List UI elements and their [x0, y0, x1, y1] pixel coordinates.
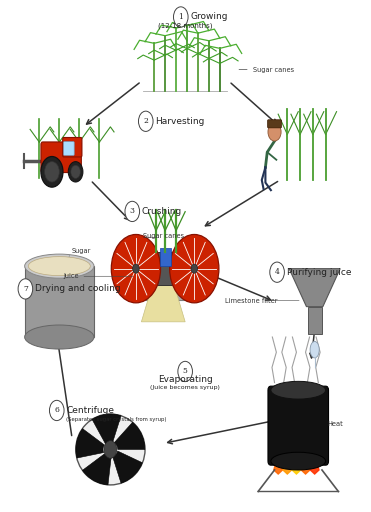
- Circle shape: [178, 361, 193, 381]
- Polygon shape: [301, 452, 310, 474]
- Circle shape: [133, 264, 139, 273]
- Ellipse shape: [271, 452, 326, 470]
- Polygon shape: [289, 269, 340, 307]
- Text: (Juice becomes syrup): (Juice becomes syrup): [150, 385, 220, 390]
- Text: Limestone filter: Limestone filter: [225, 297, 278, 304]
- Text: Harvesting: Harvesting: [155, 117, 205, 126]
- Circle shape: [104, 441, 117, 458]
- FancyBboxPatch shape: [131, 284, 199, 301]
- Text: Heat: Heat: [328, 421, 343, 427]
- Circle shape: [18, 279, 33, 299]
- Text: 1: 1: [178, 13, 183, 21]
- Polygon shape: [92, 414, 121, 444]
- Text: 5: 5: [183, 368, 188, 375]
- Text: (Separates sugar crystals from syrup): (Separates sugar crystals from syrup): [66, 417, 167, 421]
- Circle shape: [49, 400, 64, 420]
- FancyBboxPatch shape: [267, 120, 282, 128]
- Circle shape: [41, 157, 63, 187]
- Polygon shape: [274, 454, 283, 474]
- Polygon shape: [113, 451, 142, 483]
- Circle shape: [138, 111, 153, 132]
- Text: (12-18 months): (12-18 months): [158, 23, 213, 29]
- Text: Evaporating: Evaporating: [158, 375, 213, 384]
- Circle shape: [170, 234, 219, 303]
- Text: Sugar: Sugar: [72, 248, 92, 254]
- Circle shape: [45, 162, 59, 182]
- Text: 6: 6: [54, 407, 59, 415]
- Circle shape: [174, 7, 188, 27]
- Text: 7: 7: [23, 285, 28, 293]
- Polygon shape: [310, 456, 319, 474]
- Text: Sugar canes: Sugar canes: [143, 233, 184, 239]
- Circle shape: [68, 162, 83, 182]
- Text: Sugar canes: Sugar canes: [239, 67, 294, 73]
- Text: Drying and cooling: Drying and cooling: [35, 285, 121, 293]
- Circle shape: [71, 165, 80, 178]
- Circle shape: [111, 234, 161, 303]
- FancyBboxPatch shape: [160, 248, 171, 266]
- Ellipse shape: [24, 254, 94, 278]
- Polygon shape: [76, 429, 104, 458]
- Ellipse shape: [76, 414, 145, 485]
- FancyBboxPatch shape: [268, 386, 329, 465]
- Text: 3: 3: [130, 207, 135, 216]
- FancyBboxPatch shape: [24, 266, 94, 337]
- Text: Juice: Juice: [64, 273, 79, 279]
- Circle shape: [268, 123, 281, 141]
- Polygon shape: [114, 422, 145, 450]
- Circle shape: [191, 264, 198, 273]
- Polygon shape: [292, 451, 301, 474]
- Text: Purifying juice: Purifying juice: [286, 268, 351, 276]
- Text: 2: 2: [143, 117, 148, 125]
- Circle shape: [125, 201, 139, 222]
- Text: Crushing: Crushing: [141, 207, 182, 216]
- Circle shape: [270, 262, 285, 282]
- FancyBboxPatch shape: [63, 142, 74, 155]
- FancyBboxPatch shape: [308, 307, 322, 334]
- Ellipse shape: [310, 342, 319, 358]
- FancyBboxPatch shape: [149, 252, 181, 285]
- Polygon shape: [283, 449, 292, 474]
- Ellipse shape: [271, 381, 326, 399]
- Polygon shape: [141, 285, 185, 322]
- Ellipse shape: [24, 325, 94, 349]
- Text: Centrifuge: Centrifuge: [66, 406, 114, 415]
- Text: Growing: Growing: [190, 12, 228, 22]
- Ellipse shape: [28, 257, 90, 275]
- Polygon shape: [82, 454, 111, 485]
- Text: 4: 4: [275, 268, 279, 276]
- FancyBboxPatch shape: [41, 142, 81, 173]
- FancyBboxPatch shape: [63, 138, 82, 157]
